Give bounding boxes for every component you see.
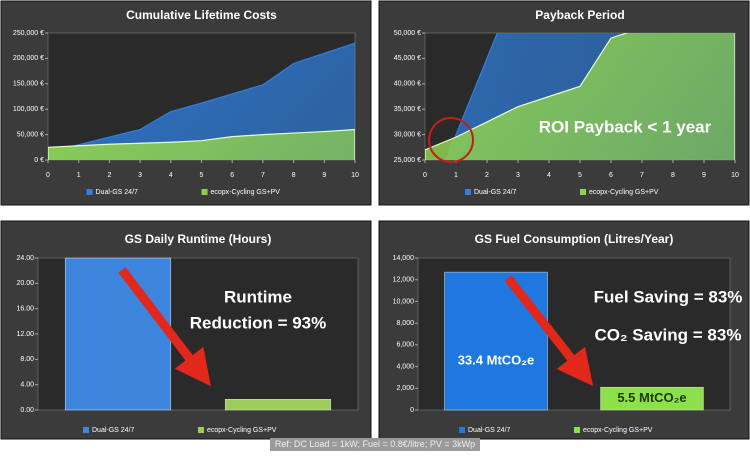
y-tick-label: 50,000 €	[17, 131, 44, 138]
bar	[444, 271, 548, 411]
legend-label: ecopx-Cycling GS+PV	[583, 427, 653, 434]
chart-title: GS Fuel Consumption (Litres/Year)	[475, 232, 674, 246]
y-tick-label: 40,000 €	[394, 81, 421, 88]
x-tick-label: 8	[671, 172, 675, 179]
area	[48, 128, 355, 160]
series-group	[48, 42, 355, 160]
series-group	[425, 33, 735, 160]
annotation: Reduction = 93%	[190, 313, 327, 332]
x-tick-label: 3	[138, 172, 142, 179]
y-tick-label: 25,000 €	[394, 157, 421, 164]
x-tick-label: 7	[261, 172, 265, 179]
legend-label: Dual-GS 24/7	[92, 427, 135, 434]
legend-label: ecopx-Cycling GS+PV	[211, 189, 281, 196]
legend-swatch	[83, 427, 89, 433]
y-tick-label: 4,000	[396, 363, 414, 370]
x-tick-label: 0	[46, 172, 50, 179]
y-tick-label: 250,000 €	[13, 30, 44, 37]
legend-swatch	[198, 427, 204, 433]
bar-label: 5.5 MtCO₂e	[617, 390, 686, 405]
legend-swatch	[580, 189, 586, 195]
bar	[224, 398, 332, 411]
x-tick-label: 4	[547, 172, 551, 179]
bar-label: 33.4 MtCO₂e	[458, 352, 535, 367]
y-tick-label: 50,000 €	[394, 30, 421, 37]
legend-label: Dual-GS 24/7	[474, 189, 517, 196]
legend-label: ecopx-Cycling GS+PV	[589, 189, 659, 196]
x-tick-label: 2	[107, 172, 111, 179]
y-tick-label: 12,000	[393, 277, 415, 284]
y-tick-label: 8.00	[20, 356, 34, 363]
y-tick-label: 14,000	[393, 255, 415, 262]
area	[48, 42, 355, 160]
x-tick-label: 3	[516, 172, 520, 179]
y-tick-label: 4.00	[20, 382, 34, 389]
y-tick-label: 8,000	[396, 320, 414, 327]
y-tick-label: 24.00	[16, 255, 34, 262]
x-tick-label: 0	[423, 172, 427, 179]
arrow	[504, 275, 594, 387]
x-tick-label: 9	[702, 172, 706, 179]
legend-swatch	[459, 427, 465, 433]
y-tick-label: 0	[410, 407, 414, 414]
bar	[600, 386, 704, 411]
y-tick-label: 16.00	[16, 306, 34, 313]
annotation: ROI Payback < 1 year	[539, 117, 712, 136]
annotation: Fuel Saving = 83%	[594, 287, 743, 306]
x-tick-label: 6	[609, 172, 613, 179]
y-tick-label: 45,000 €	[394, 55, 421, 62]
y-tick-label: 0.00	[20, 407, 34, 414]
x-tick-label: 10	[351, 172, 359, 179]
legend-swatch	[86, 189, 93, 195]
x-tick-label: 2	[485, 172, 489, 179]
x-tick-label: 8	[292, 172, 296, 179]
y-tick-label: 30,000 €	[394, 131, 421, 138]
x-tick-label: 1	[454, 172, 458, 179]
legend-swatch	[201, 189, 208, 195]
x-tick-label: 10	[731, 172, 739, 179]
y-tick-label: 150,000 €	[13, 81, 44, 88]
area	[425, 33, 735, 160]
y-tick-label: 6,000	[396, 342, 414, 349]
y-tick-label: 10,000	[393, 298, 415, 305]
legend-swatch	[465, 189, 471, 195]
y-tick-label: 200,000 €	[13, 55, 44, 62]
y-tick-label: 100,000 €	[13, 106, 44, 113]
y-tick-label: 2,000	[396, 385, 414, 392]
y-tick-label: 0 €	[34, 157, 44, 164]
x-tick-label: 5	[200, 172, 204, 179]
x-tick-label: 4	[169, 172, 173, 179]
bar	[64, 257, 172, 411]
arrow	[118, 267, 211, 387]
annotation: Runtime	[224, 287, 292, 306]
y-tick-label: 20.00	[16, 280, 34, 287]
legend-label: Dual-GS 24/7	[468, 427, 511, 434]
chart-layer: Cumulative Lifetime Costs 0 € 50,000 € 100,…	[13, 8, 743, 434]
y-tick-label: 35,000 €	[394, 106, 421, 113]
chart-title: Payback Period	[535, 8, 624, 22]
legend-label: ecopx-Cycling GS+PV	[207, 427, 277, 434]
x-tick-label: 9	[322, 172, 326, 179]
footnote: Ref: DC Load = 1kW; Fuel = 0.8€/litre; P…	[270, 438, 480, 451]
x-tick-label: 7	[640, 172, 644, 179]
legend-label: Dual-GS 24/7	[96, 189, 139, 196]
chart-title: GS Daily Runtime (Hours)	[125, 232, 272, 246]
chart-title: Cumulative Lifetime Costs	[126, 8, 277, 22]
x-tick-label: 6	[230, 172, 234, 179]
x-tick-label: 5	[578, 172, 582, 179]
y-tick-label: 12.00	[16, 331, 34, 338]
highlight-circle	[428, 117, 474, 163]
legend-swatch	[574, 427, 580, 433]
x-tick-label: 1	[77, 172, 81, 179]
annotation: CO₂ Saving = 83%	[595, 325, 742, 344]
